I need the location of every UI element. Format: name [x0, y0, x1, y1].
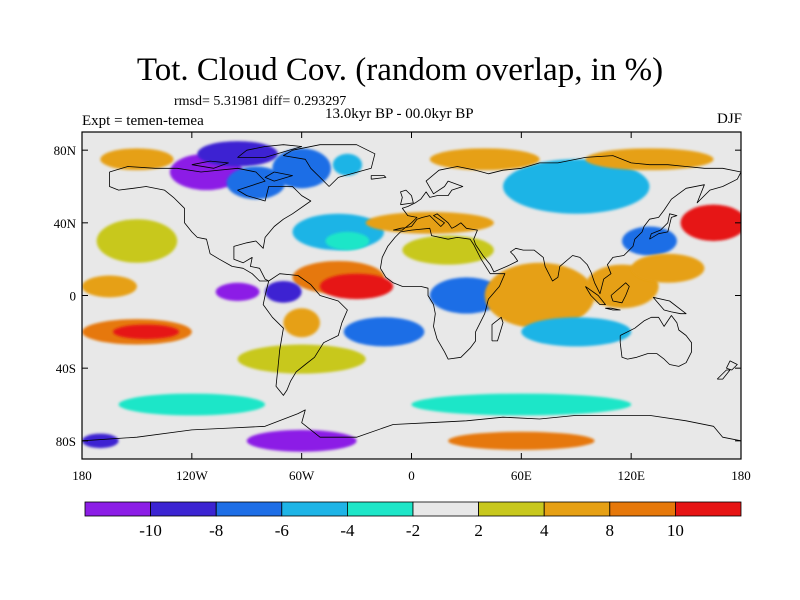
coastline	[393, 155, 741, 295]
coastline	[191, 160, 229, 169]
colorbar-label: -2	[406, 521, 420, 540]
coastline	[283, 144, 376, 187]
axis-ticks: 180 120W 60W 0 60E 120E 180 80N 40N 0 40S 80S	[54, 132, 751, 483]
anomaly-region	[411, 393, 632, 416]
coastline	[380, 227, 506, 360]
coastline	[605, 307, 621, 311]
anomaly-region	[82, 433, 119, 449]
coastline	[585, 286, 606, 305]
anomaly-region	[113, 324, 180, 340]
lat-tick-label: 40S	[56, 361, 76, 376]
anomaly-region	[82, 275, 137, 298]
colorbar-label: -6	[275, 521, 289, 540]
colorbar-box	[84, 501, 151, 517]
anomaly-region	[197, 141, 278, 167]
anomaly-region	[622, 226, 677, 256]
anomaly-region	[503, 159, 650, 214]
anomaly-region	[402, 235, 494, 265]
season-label: DJF	[716, 111, 742, 127]
plot-title: Tot. Cloud Cov. (random overlap, in %)	[136, 52, 664, 88]
coastline	[262, 273, 348, 396]
stats-label: rmsd= 5.31981 diff= 0.293297	[174, 94, 347, 109]
anomaly-region	[319, 273, 394, 300]
lon-tick-label: 180	[72, 468, 92, 483]
colorbar: -10 -8 -6 -4 -2 2 4 8 10	[84, 501, 742, 540]
anomaly-region	[265, 280, 302, 303]
coastline	[400, 189, 414, 206]
lon-tick-label: 60W	[289, 468, 315, 483]
anomaly-region	[96, 219, 178, 263]
anomaly-region	[429, 277, 504, 314]
coastline	[619, 315, 692, 367]
colorbar-box	[478, 501, 545, 517]
anomaly-region	[631, 253, 705, 283]
colorbar-label: 2	[474, 521, 483, 540]
period-label: 13.0kyr BP - 00.0kyr BP	[325, 106, 474, 122]
coastline	[237, 144, 303, 158]
anomaly-region	[237, 344, 366, 374]
colorbar-box	[215, 501, 283, 517]
coastline	[649, 213, 678, 240]
lat-tick-label: 40N	[54, 216, 77, 231]
anomaly-region	[332, 153, 363, 176]
coastline	[264, 171, 293, 182]
anomaly-region	[325, 231, 370, 251]
coastline	[370, 175, 387, 180]
coastline	[610, 282, 630, 304]
colorbar-box	[150, 501, 217, 517]
anomaly-region	[215, 282, 260, 301]
anomaly-region	[100, 148, 174, 171]
anomaly-region	[429, 148, 540, 171]
colorbar-label: -10	[139, 521, 162, 540]
lat-tick-label: 0	[70, 289, 77, 304]
anomaly-region	[226, 166, 286, 200]
colorbar-label: -4	[340, 521, 355, 540]
anomaly-region	[246, 429, 357, 452]
experiment-label: Expt = temen-temea	[82, 113, 204, 129]
anomaly-region	[343, 317, 425, 347]
anomaly-region	[118, 393, 266, 416]
lon-tick-label: 60E	[511, 468, 532, 483]
anomaly-region	[448, 431, 595, 450]
anomaly-region	[365, 211, 494, 234]
lon-tick-label: 0	[408, 468, 415, 483]
anomaly-region	[484, 262, 595, 329]
lon-tick-label: 120E	[617, 468, 645, 483]
coastline	[82, 409, 741, 442]
coastline	[716, 369, 731, 380]
coastline	[109, 166, 312, 282]
colorbar-box	[412, 501, 479, 517]
lat-tick-label: 80S	[56, 434, 76, 449]
colorbar-box	[346, 501, 414, 517]
coastline	[726, 360, 738, 371]
anomaly-region	[272, 148, 331, 189]
coastline	[652, 296, 687, 315]
colorbar-box	[609, 501, 676, 517]
anomaly-region	[283, 308, 320, 338]
colorbar-label: 8	[606, 521, 615, 540]
colorbar-label: -8	[209, 521, 223, 540]
coastlines	[82, 144, 741, 442]
coastline	[491, 316, 504, 342]
anomaly-region	[521, 317, 632, 347]
colorbar-label: 10	[667, 521, 684, 540]
colorbar-box	[281, 501, 348, 517]
colorbar-box	[675, 501, 742, 517]
lon-tick-label: 180	[731, 468, 751, 483]
lon-tick-label: 120W	[176, 468, 209, 483]
colorbar-box	[543, 501, 611, 517]
colorbar-label: 4	[540, 521, 549, 540]
anomaly-region	[680, 204, 741, 241]
lat-tick-label: 80N	[54, 143, 77, 158]
anomaly-region	[585, 148, 714, 171]
